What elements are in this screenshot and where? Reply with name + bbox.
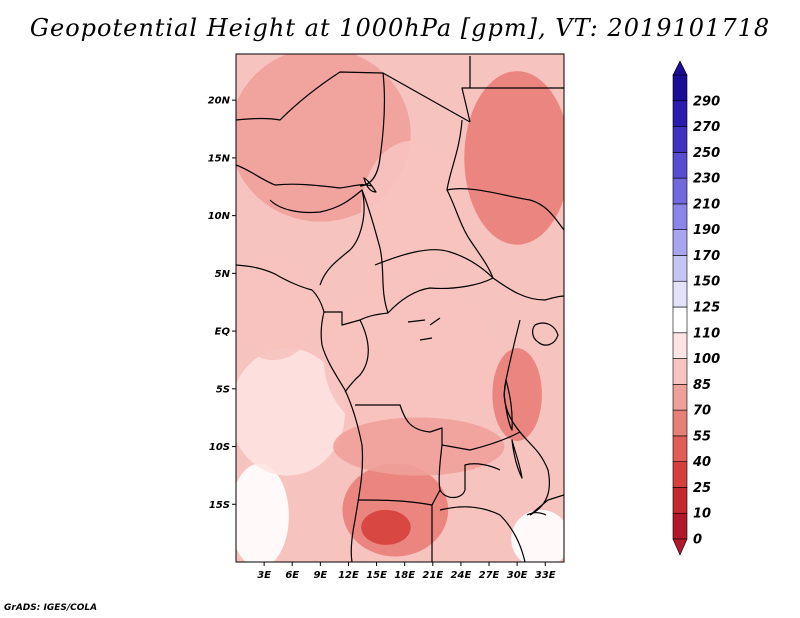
border-namibia-angola bbox=[357, 489, 441, 506]
x-tick-label: 24E bbox=[451, 570, 472, 581]
colorbar-box bbox=[672, 435, 688, 462]
region-northeast-sudan bbox=[464, 71, 564, 245]
lake-kariba bbox=[526, 512, 547, 516]
colorbar-box bbox=[672, 487, 688, 514]
y-tick-label: 10N bbox=[208, 211, 231, 222]
y-tick-label: 15S bbox=[209, 500, 230, 511]
region-far-south-high bbox=[236, 463, 289, 562]
colorbar-box bbox=[672, 358, 688, 385]
colorbar-top-arrow bbox=[672, 60, 688, 76]
field-shading bbox=[236, 54, 564, 562]
region-gulf-guinea bbox=[236, 255, 317, 361]
border-mali-algeria bbox=[236, 71, 471, 123]
country-borders bbox=[236, 56, 564, 562]
colorbar-box bbox=[672, 177, 688, 205]
colorbar-box bbox=[672, 512, 688, 540]
x-tick-label: 30E bbox=[507, 570, 528, 581]
border-niger-libya bbox=[359, 72, 386, 187]
border-gabon-congo bbox=[324, 311, 389, 326]
x-tick-label: 21E bbox=[422, 570, 443, 581]
y-tick-label: 15N bbox=[208, 153, 231, 164]
y-tick-label: 5S bbox=[216, 384, 230, 395]
region-chad-plateau bbox=[361, 140, 467, 280]
border-mozambique bbox=[529, 494, 564, 516]
x-tick-label: 12E bbox=[338, 570, 359, 581]
x-tick-label: 15E bbox=[366, 570, 387, 581]
border-cameroon-car bbox=[361, 189, 389, 314]
border-sudan-south bbox=[446, 188, 564, 231]
colorbar-label: 150 bbox=[693, 275, 720, 290]
colorbar-box bbox=[672, 332, 688, 359]
x-tick-label: 18E bbox=[394, 570, 415, 581]
x-tick-label: 6E bbox=[285, 570, 299, 581]
colorbar-box bbox=[672, 384, 688, 411]
x-tick-label: 3E bbox=[257, 570, 271, 581]
colorbar-label: 85 bbox=[693, 378, 711, 393]
river-congo-detail bbox=[407, 317, 441, 341]
colorbar-box bbox=[672, 306, 688, 334]
border-south-sudan-uganda bbox=[492, 277, 564, 301]
lake-victoria bbox=[532, 322, 559, 346]
region-lake-victoria-low bbox=[492, 348, 542, 441]
grads-credit: GrADS: IGES/COLA bbox=[4, 603, 98, 613]
x-tick-label: 33E bbox=[535, 570, 556, 581]
colorbar-label: 0 bbox=[693, 533, 702, 548]
colorbar-box bbox=[672, 203, 688, 230]
y-axis: 20N 15N 10N 5N EQ 5S 10S 15S bbox=[208, 96, 236, 511]
border-botswana-zimbabwe bbox=[439, 506, 526, 562]
colorbar-box bbox=[672, 74, 688, 102]
border-congo-drc bbox=[344, 319, 369, 393]
y-tick-label: 10S bbox=[209, 442, 230, 453]
border-chad-libya bbox=[461, 56, 471, 123]
colorbar-box bbox=[672, 461, 688, 488]
coastline-west-africa bbox=[236, 264, 364, 562]
x-tick-label: 27E bbox=[479, 570, 500, 581]
lake-malawi bbox=[511, 439, 523, 479]
colorbar-box bbox=[672, 152, 688, 179]
colorbar-box bbox=[672, 100, 688, 127]
colorbar: 0 10 25 40 55 70 85 100 110 125 150 170 190 210 230 250… bbox=[672, 60, 720, 556]
colorbar-box bbox=[672, 229, 688, 256]
field-regions bbox=[236, 54, 564, 562]
border-angola-drc bbox=[355, 404, 521, 451]
lake-tanganyika bbox=[503, 379, 513, 431]
chart-title: Geopotential Height at 1000hPa [gpm], VT… bbox=[29, 14, 771, 42]
colorbar-box bbox=[672, 280, 688, 308]
colorbar-box bbox=[672, 409, 688, 437]
colorbar-label: 100 bbox=[693, 352, 720, 367]
colorbar-label: 230 bbox=[693, 172, 720, 187]
colorbar-label: 170 bbox=[693, 249, 720, 264]
colorbar-label: 290 bbox=[693, 94, 720, 109]
region-angola-zambia bbox=[333, 417, 505, 476]
colorbar-label: 40 bbox=[692, 455, 711, 470]
y-tick-label: 5N bbox=[215, 269, 231, 280]
region-se-indian-high bbox=[511, 509, 564, 562]
region-central-basin bbox=[323, 278, 496, 442]
colorbar-label: 270 bbox=[693, 120, 720, 135]
colorbar-label: 25 bbox=[693, 481, 711, 496]
colorbar-label: 70 bbox=[693, 404, 711, 419]
y-tick-label: EQ bbox=[215, 327, 231, 338]
colorbar-label: 125 bbox=[693, 301, 720, 316]
border-niger-nigeria bbox=[236, 164, 373, 189]
colorbar-label: 210 bbox=[693, 197, 720, 212]
colorbar-label: 10 bbox=[693, 507, 711, 522]
plot-frame bbox=[235, 53, 565, 563]
region-kalahari-core-low bbox=[361, 509, 411, 545]
y-tick-label: 20N bbox=[208, 96, 231, 107]
border-angola-zambia bbox=[438, 444, 501, 499]
colorbar-label: 250 bbox=[693, 146, 720, 161]
colorbar-box bbox=[672, 126, 688, 153]
x-axis: 3E 6E 9E 12E 15E 18E 21E 24E 27E 30E 33E bbox=[257, 562, 556, 581]
colorbar-label: 190 bbox=[693, 223, 720, 238]
lake-chad bbox=[363, 177, 377, 193]
colorbar-box bbox=[672, 255, 688, 282]
region-sw-atlantic bbox=[236, 348, 346, 476]
border-chad-sudan bbox=[446, 119, 494, 279]
colorbar-label: 55 bbox=[693, 429, 711, 444]
x-tick-label: 9E bbox=[313, 570, 327, 581]
colorbar-bottom-arrow bbox=[672, 538, 688, 556]
colorbar-label: 110 bbox=[693, 326, 720, 341]
